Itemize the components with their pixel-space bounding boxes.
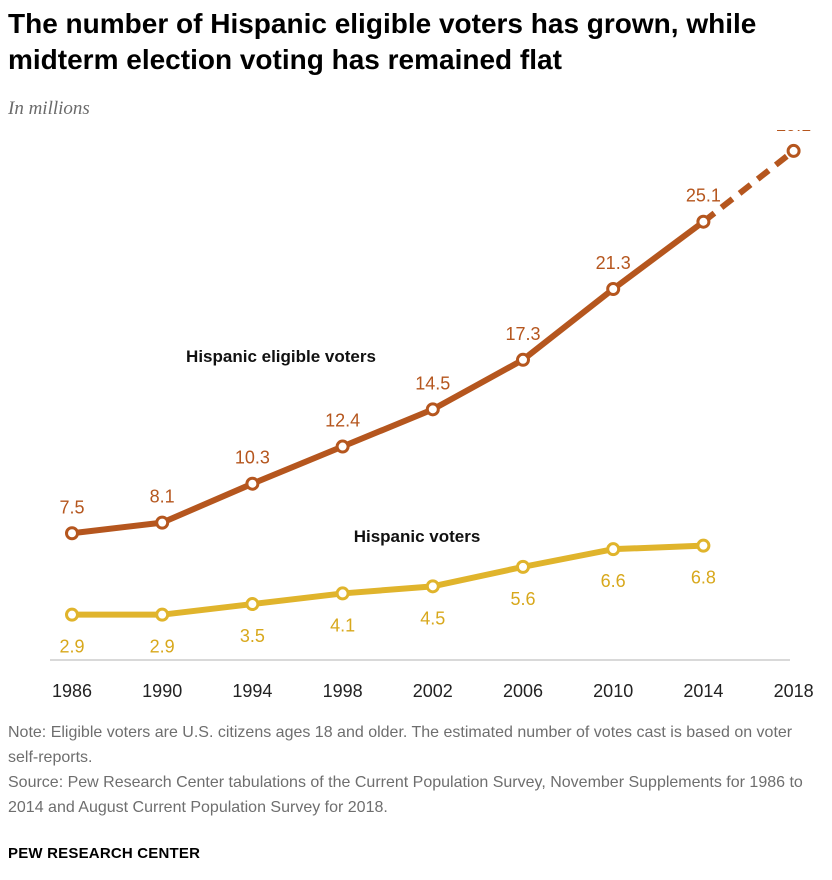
data-label-0-2010: 21.3 bbox=[596, 253, 631, 273]
chart-subtitle: In millions bbox=[8, 98, 90, 119]
data-label-1-2006: 5.6 bbox=[510, 589, 535, 609]
series-projection-line-0 bbox=[701, 148, 796, 225]
data-point-1-2014 bbox=[696, 538, 711, 553]
data-point-0-1990 bbox=[155, 515, 170, 530]
data-point-0-2014 bbox=[696, 214, 711, 229]
data-point-0-2010 bbox=[606, 281, 621, 296]
data-label-0-2018: 29.1 bbox=[776, 130, 811, 135]
chart-title: The number of Hispanic eligible voters h… bbox=[8, 8, 757, 75]
data-point-1-1990 bbox=[155, 607, 170, 622]
series-name-label-0: Hispanic eligible voters bbox=[186, 347, 376, 366]
chart-footer: Note: Eligible voters are U.S. citizens … bbox=[8, 720, 823, 820]
brand-logo-text: PEW RESEARCH CENTER bbox=[8, 845, 201, 862]
data-point-1-1994 bbox=[245, 597, 260, 612]
x-tick-label-1998: 1998 bbox=[323, 681, 363, 701]
data-label-0-1998: 12.4 bbox=[325, 411, 360, 431]
data-label-1-1986: 2.9 bbox=[59, 637, 84, 657]
x-tick-label-1994: 1994 bbox=[232, 681, 272, 701]
data-point-1-1986 bbox=[65, 607, 79, 622]
data-point-1-2010 bbox=[606, 542, 621, 557]
x-tick-label-1986: 1986 bbox=[52, 681, 92, 701]
data-label-0-2002: 14.5 bbox=[415, 373, 450, 393]
data-point-0-1998 bbox=[335, 439, 350, 454]
data-label-1-2010: 6.6 bbox=[601, 571, 626, 591]
series-line-0 bbox=[69, 218, 707, 537]
data-point-0-2018 bbox=[786, 143, 801, 158]
chart-note: Note: Eligible voters are U.S. citizens … bbox=[8, 724, 793, 766]
data-label-1-1994: 3.5 bbox=[240, 626, 265, 646]
x-tick-label-1990: 1990 bbox=[142, 681, 182, 701]
series-line-1 bbox=[69, 542, 707, 618]
x-tick-label-2014: 2014 bbox=[683, 681, 723, 701]
data-label-0-1994: 10.3 bbox=[235, 448, 270, 468]
chart-source: Source: Pew Research Center tabulations … bbox=[8, 774, 803, 816]
data-label-0-1986: 7.5 bbox=[59, 497, 84, 517]
data-point-1-2006 bbox=[516, 559, 530, 574]
data-label-1-2002: 4.5 bbox=[420, 608, 445, 628]
data-label-0-2006: 17.3 bbox=[505, 324, 540, 344]
data-point-1-2002 bbox=[425, 579, 440, 594]
data-label-1-2014: 6.8 bbox=[691, 568, 716, 588]
data-point-0-1986 bbox=[65, 526, 79, 541]
data-label-1-1990: 2.9 bbox=[150, 637, 175, 657]
data-label-1-1998: 4.1 bbox=[330, 615, 355, 635]
data-point-0-2006 bbox=[516, 352, 530, 367]
x-tick-label-2010: 2010 bbox=[593, 681, 633, 701]
data-point-1-1998 bbox=[335, 586, 350, 601]
data-point-0-1994 bbox=[245, 476, 260, 491]
line-chart: 1986 1990 1994 1998 2002 2006 2010 2014 2018 7.5 8… bbox=[50, 130, 814, 701]
x-tick-label-2018: 2018 bbox=[774, 681, 814, 701]
data-point-0-2002 bbox=[425, 402, 440, 417]
x-tick-label-2002: 2002 bbox=[413, 681, 453, 701]
x-tick-label-2006: 2006 bbox=[503, 681, 543, 701]
series-name-label-1: Hispanic voters bbox=[354, 527, 481, 546]
data-label-0-2014: 25.1 bbox=[686, 186, 721, 206]
data-label-0-1990: 8.1 bbox=[150, 487, 175, 507]
